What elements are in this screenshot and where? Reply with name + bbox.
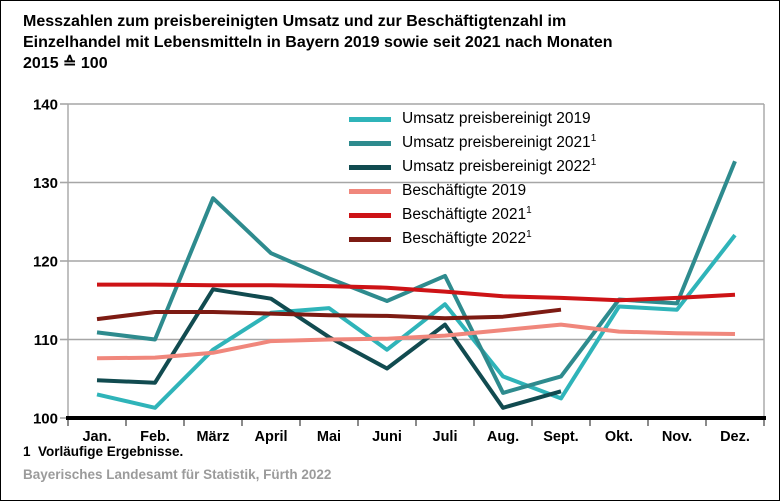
series-line-0 — [96, 233, 737, 410]
legend-item-2: Umsatz preisbereinigt 20221 — [349, 155, 596, 179]
legend-label-0: Umsatz preisbereinigt 2019 — [402, 110, 591, 127]
legend-item-3: Beschäftigte 2019 — [349, 179, 596, 203]
chart-legend: Umsatz preisbereinigt 2019 Umsatz preisbe… — [349, 107, 596, 251]
chart-title-line-2: Einzelhandel mit Lebensmitteln in Bayern… — [23, 34, 613, 51]
legend-label-3: Beschäftigte 2019 — [402, 182, 527, 199]
legend-swatch-2 — [349, 164, 391, 170]
legend-item-5: Beschäftigte 20221 — [349, 227, 596, 251]
x-axis-label-4: April — [254, 429, 287, 445]
source-credit: Bayerisches Landesamt für Statistik, Für… — [23, 467, 332, 482]
x-axis-label-12: Dez. — [720, 429, 750, 445]
series-line-5 — [96, 307, 562, 322]
x-axis-label-10: Okt. — [605, 429, 633, 445]
x-axis-label-7: Juli — [433, 429, 458, 445]
legend-swatch-1 — [349, 140, 391, 146]
legend-swatch-0 — [349, 116, 391, 122]
legend-item-0: Umsatz preisbereinigt 2019 — [349, 107, 596, 131]
x-axis-label-1: Jan. — [82, 429, 111, 445]
x-axis-label-11: Nov. — [662, 429, 692, 445]
y-axis-label-140: 140 — [33, 97, 58, 114]
x-axis-label-3: März — [196, 429, 229, 445]
legend-footnote-marker: 1 — [590, 156, 597, 168]
y-axis-label-100: 100 — [33, 411, 58, 428]
chart-title-line-3: 2015 ≙ 100 — [23, 55, 108, 72]
legend-footnote-marker: 1 — [526, 204, 532, 216]
y-axis-label-120: 120 — [33, 254, 58, 271]
legend-footnote-marker: 1 — [590, 132, 597, 144]
series-line-2 — [96, 287, 562, 410]
x-axis-label-9: Sept. — [543, 429, 578, 445]
legend-swatch-3 — [349, 188, 391, 194]
legend-label-2: Umsatz preisbereinigt 20221 — [402, 156, 597, 175]
legend-label-1: Umsatz preisbereinigt 20211 — [402, 132, 597, 151]
legend-label-5: Beschäftigte 20221 — [402, 228, 532, 247]
x-axis-label-8: Aug. — [487, 429, 519, 445]
chart-title-line-1: Messzahlen zum preisbereinigten Umsatz u… — [23, 13, 567, 30]
legend-item-4: Beschäftigte 20211 — [349, 203, 596, 227]
legend-footnote-marker: 1 — [526, 228, 532, 240]
legend-swatch-4 — [349, 212, 391, 218]
y-axis-label-110: 110 — [34, 332, 58, 349]
chart-title: Messzahlen zum preisbereinigten Umsatz u… — [23, 11, 613, 74]
x-axis-label-5: Mai — [317, 429, 341, 445]
legend-swatch-5 — [349, 236, 391, 242]
x-axis-label-6: Juni — [372, 429, 402, 445]
legend-item-1: Umsatz preisbereinigt 20211 — [349, 131, 596, 155]
legend-label-4: Beschäftigte 20211 — [402, 204, 532, 223]
series-line-4 — [97, 282, 736, 303]
footnote: 1 Vorläufige Ergebnisse. — [23, 444, 184, 459]
y-axis-label-130: 130 — [33, 175, 58, 192]
x-axis-label-2: Feb. — [140, 429, 170, 445]
series-line-3 — [96, 322, 736, 361]
